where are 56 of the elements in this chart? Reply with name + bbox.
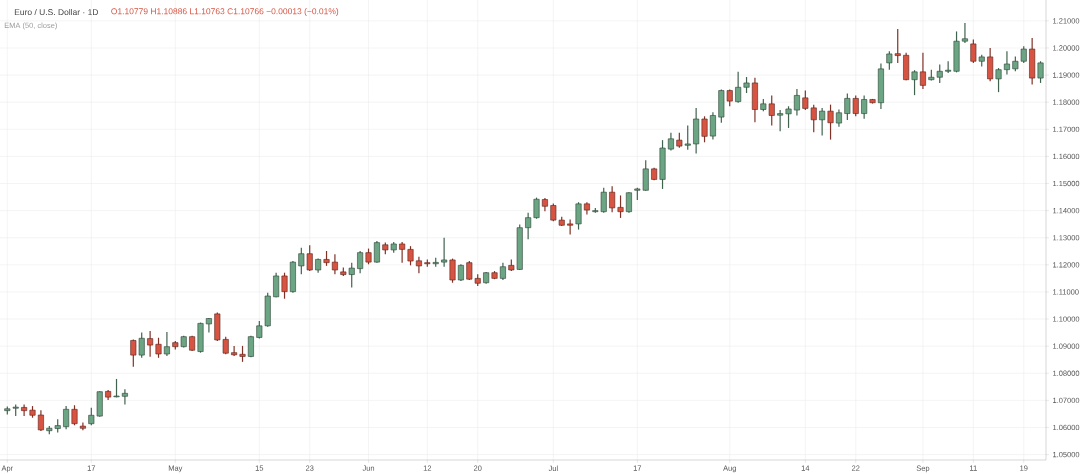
- candlestick: [819, 107, 826, 137]
- candlestick: [625, 191, 632, 214]
- candlestick: [844, 92, 851, 121]
- candlestick: [306, 244, 313, 272]
- candlestick: [273, 272, 280, 298]
- candlestick: [575, 201, 582, 231]
- candlestick: [399, 241, 406, 264]
- candlestick: [777, 109, 784, 132]
- candlestick: [441, 237, 448, 268]
- candlestick: [886, 50, 893, 71]
- candlestick: [373, 240, 380, 264]
- candlestick: [415, 256, 422, 274]
- candlestick: [945, 60, 952, 74]
- candlestick: [130, 338, 137, 368]
- candlestick: [281, 272, 288, 300]
- candlestick: [961, 22, 968, 44]
- candlestick: [348, 262, 355, 289]
- candlestick: [63, 405, 70, 430]
- candlestick: [71, 404, 78, 426]
- candlestick: [970, 38, 977, 64]
- candlestick: [121, 388, 128, 406]
- candlestick: [701, 115, 708, 143]
- candlestick: [331, 253, 338, 275]
- candlestick: [1037, 60, 1044, 84]
- candlestick: [525, 212, 532, 240]
- candlestick: [609, 185, 616, 213]
- candlestick: [1003, 50, 1010, 76]
- candlestick: [567, 218, 574, 236]
- candlestick: [894, 28, 901, 64]
- candlestick: [793, 88, 800, 117]
- candlestick: [617, 194, 624, 219]
- candlestick: [449, 257, 456, 284]
- candlestick: [298, 247, 305, 275]
- candlestick: [768, 94, 775, 127]
- candlestick: [684, 124, 691, 151]
- annotation: O1.10779 H1.10886 L1.10763 C1.10766 −0.00013 (−0.01%): [111, 8, 339, 16]
- candlestick: [919, 52, 926, 90]
- candlestick: [407, 245, 414, 266]
- candlestick: [155, 337, 162, 359]
- candlestick: [231, 345, 238, 357]
- candlestick: [533, 197, 540, 220]
- candlestick: [21, 403, 28, 417]
- candlestick: [147, 330, 154, 358]
- candlestick: [852, 94, 859, 117]
- candlestick: [735, 71, 742, 104]
- candlestick: [827, 104, 834, 141]
- candlestick: [987, 47, 994, 82]
- text: Euro / U.S. Dollar · 1D: [14, 8, 99, 16]
- candlestick: [138, 332, 145, 359]
- candlestick: [861, 94, 868, 120]
- candlestick: [911, 69, 918, 96]
- candlestick: [709, 111, 716, 141]
- candlestick: [163, 331, 170, 357]
- candlestick: [995, 67, 1002, 93]
- candlestick: [785, 105, 792, 129]
- candlestick: [357, 250, 364, 274]
